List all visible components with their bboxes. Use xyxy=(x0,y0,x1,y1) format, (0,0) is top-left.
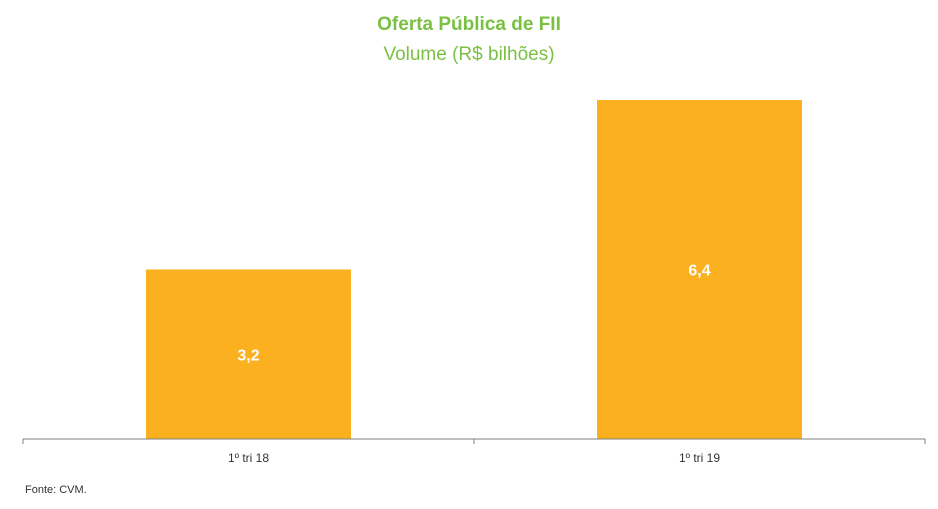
chart-subtitle: Volume (R$ bilhões) xyxy=(383,44,555,65)
bar-2 xyxy=(597,100,802,439)
source-note: Fonte: CVM. xyxy=(25,484,87,496)
bars-group xyxy=(146,100,802,439)
data-label-2: 6,4 xyxy=(688,263,710,280)
bar-1 xyxy=(146,269,351,439)
labels-group: 3,2 1º tri 18 6,4 1º tri 19 xyxy=(228,263,720,466)
x-tick-label-1: 1º tri 18 xyxy=(228,451,269,465)
x-tick-label-2: 1º tri 19 xyxy=(679,451,720,465)
chart-title: Oferta Pública de FII xyxy=(377,14,561,35)
x-axis-ticks xyxy=(22,439,926,444)
data-label-1: 3,2 xyxy=(237,347,259,364)
